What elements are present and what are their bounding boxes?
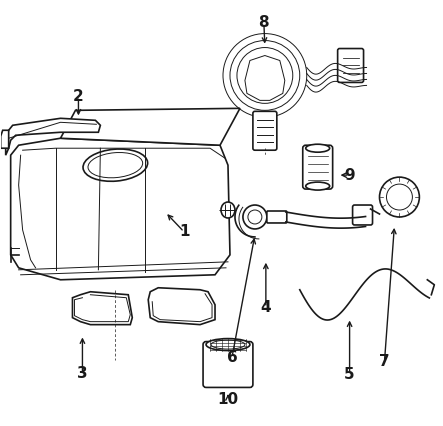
Ellipse shape (306, 182, 330, 190)
FancyBboxPatch shape (253, 111, 277, 150)
Polygon shape (73, 292, 132, 325)
Text: 6: 6 (226, 350, 237, 365)
FancyBboxPatch shape (353, 205, 373, 225)
Text: 8: 8 (259, 15, 269, 30)
Polygon shape (245, 55, 285, 101)
Text: 3: 3 (77, 366, 88, 381)
Text: 10: 10 (218, 392, 238, 407)
Circle shape (243, 205, 267, 229)
Circle shape (248, 210, 262, 224)
Polygon shape (148, 288, 215, 325)
Ellipse shape (221, 202, 235, 218)
Circle shape (386, 184, 412, 210)
FancyBboxPatch shape (267, 211, 287, 223)
FancyBboxPatch shape (303, 145, 333, 189)
Polygon shape (11, 138, 230, 280)
Text: 9: 9 (344, 167, 355, 183)
FancyBboxPatch shape (203, 342, 253, 387)
Text: 7: 7 (379, 354, 390, 369)
Polygon shape (61, 108, 240, 145)
Ellipse shape (206, 339, 250, 351)
Polygon shape (1, 130, 9, 148)
Ellipse shape (83, 149, 148, 181)
Text: 4: 4 (260, 300, 271, 315)
FancyBboxPatch shape (338, 49, 364, 82)
Circle shape (380, 177, 420, 217)
Text: 1: 1 (179, 225, 189, 239)
Ellipse shape (306, 144, 330, 152)
Polygon shape (6, 118, 101, 155)
Text: 2: 2 (73, 89, 84, 104)
Text: 5: 5 (344, 367, 355, 382)
